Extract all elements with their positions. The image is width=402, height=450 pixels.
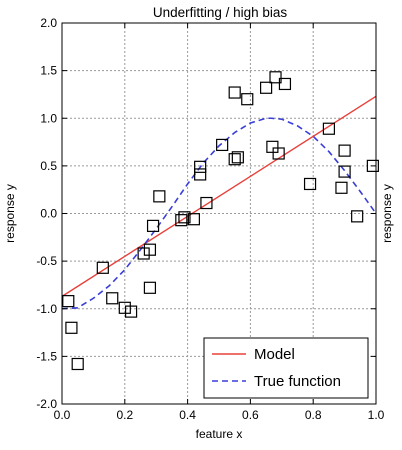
model-line — [62, 95, 376, 297]
y-tick-label: 0.5 — [40, 159, 57, 173]
sample-point — [269, 71, 282, 84]
y-tick-label: 1.5 — [40, 64, 57, 78]
x-tick-label: 0.0 — [54, 408, 71, 422]
legend-box — [203, 337, 369, 399]
chart-title: Underfitting / high bias — [153, 5, 288, 20]
plot-area — [62, 71, 379, 371]
sample-point — [278, 77, 292, 91]
sample-point — [146, 219, 160, 232]
sample-point — [228, 153, 241, 166]
sample-point — [266, 140, 279, 153]
sample-point — [335, 181, 348, 194]
y-tick-label: 0.0 — [40, 207, 57, 221]
x-tick-label: 0.4 — [179, 408, 196, 422]
sample-point — [143, 243, 157, 256]
y-axis-label: response y — [3, 184, 17, 243]
sample-point — [175, 214, 188, 227]
sample-point — [106, 292, 119, 305]
sample-point — [241, 93, 254, 106]
sample-point — [62, 295, 75, 308]
legend-label: Model — [254, 346, 295, 363]
sample-point — [118, 301, 131, 314]
sample-point — [153, 190, 166, 203]
sample-point — [338, 165, 351, 178]
sample-point — [96, 261, 109, 274]
sample-point — [71, 357, 84, 371]
sample-point — [260, 81, 273, 94]
sample-point — [228, 86, 241, 99]
sample-point — [303, 177, 317, 191]
y-tick-label: -2.0 — [36, 397, 57, 411]
x-axis-label: feature x — [196, 427, 243, 441]
y-tick-label: 2.0 — [40, 16, 57, 30]
x-tick-label: 0.8 — [305, 408, 322, 422]
sample-point — [194, 160, 207, 173]
sample-point — [65, 321, 78, 334]
legend-label: True function — [254, 373, 341, 390]
y-tick-label: -1.5 — [36, 349, 57, 363]
sample-point — [322, 122, 335, 135]
sample-point — [200, 196, 213, 210]
ticks: 0.0 0.2 0.4 0.6 0.8 1.0 -2.0 -1.5 -1.0 -0.5 0.0 0.5… — [36, 16, 384, 422]
y-tick-label: 1.0 — [40, 111, 57, 125]
sample-point — [351, 210, 364, 223]
sample-point — [216, 138, 229, 152]
sample-point — [178, 211, 191, 224]
x-tick-label: 0.6 — [242, 408, 259, 422]
legend: Model True function — [203, 337, 369, 399]
sample-point — [187, 213, 200, 226]
x-tick-label: 0.2 — [116, 408, 133, 422]
sample-point — [143, 281, 157, 294]
sample-point — [124, 305, 138, 318]
y-tick-label: -1.0 — [36, 302, 57, 316]
sample-point — [366, 159, 379, 172]
y-axis-label-right: response y — [380, 184, 394, 243]
sample-point — [272, 147, 285, 160]
sample-point — [194, 168, 207, 181]
x-tick-label: 1.0 — [368, 408, 385, 422]
sample-point — [137, 247, 150, 260]
sample-point — [231, 151, 244, 164]
y-tick-label: -0.5 — [36, 254, 57, 268]
sample-point — [338, 144, 351, 157]
